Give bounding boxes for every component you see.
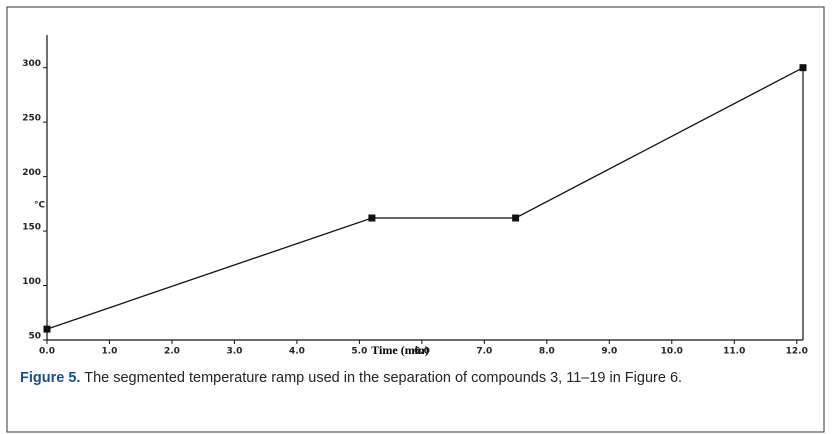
x-tick-label: 1.0: [102, 347, 118, 357]
y-tick-label: 200: [22, 168, 41, 178]
x-tick-label: 11.0: [723, 347, 745, 357]
x-tick-label: 10.0: [661, 347, 683, 357]
caption: Figure 5. The segmented temperature ramp…: [20, 366, 810, 390]
x-tick-label: 6.0: [414, 347, 430, 357]
caption-text: The segmented temperature ramp used in t…: [84, 370, 683, 386]
data-point: [368, 214, 376, 222]
y-tick-label: 250: [22, 114, 41, 124]
x-tick-label: 9.0: [601, 347, 617, 357]
data-point: [43, 325, 51, 333]
x-tick-label: 3.0: [226, 347, 242, 357]
x-tick-label: 2.0: [164, 347, 180, 357]
y-tick-label: 300: [22, 59, 41, 69]
x-tick-label: 7.0: [476, 347, 492, 357]
x-tick-label: 12.0: [786, 347, 808, 357]
figure-border: [6, 6, 825, 433]
caption-label: Figure 5.: [20, 370, 81, 386]
data-point: [799, 64, 807, 72]
x-tick-label: 0.0: [39, 347, 55, 357]
x-tick-label: 5.0: [351, 347, 367, 357]
data-point: [512, 214, 520, 222]
y-tick-label: 150: [22, 223, 41, 233]
x-tick-label: 8.0: [539, 347, 555, 357]
y-tick-label: 100: [22, 277, 41, 287]
y-axis-title: °C: [34, 201, 46, 211]
data-line: [46, 67, 804, 330]
x-tick-label: 4.0: [289, 347, 305, 357]
x-axis-title: Time (min): [371, 343, 428, 357]
y-tick-label: 50: [28, 332, 41, 342]
